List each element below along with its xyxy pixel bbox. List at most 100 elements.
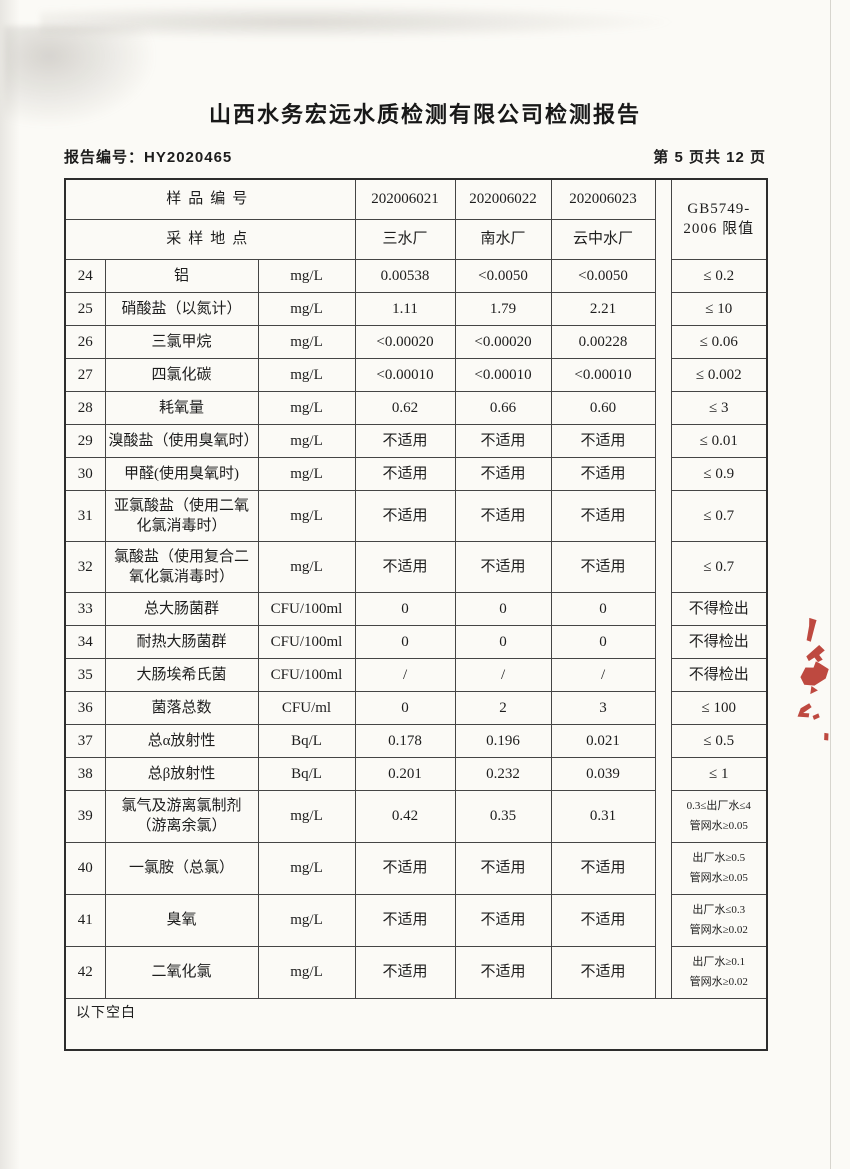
value-cell-sample2: 0.232 — [454, 756, 552, 791]
report-number-value: HY2020465 — [144, 149, 233, 166]
value-cell-sample2: 不适用 — [454, 423, 552, 458]
limit-cell: ≤ 0.7 — [670, 540, 768, 593]
limit-cell: 出厂水≥0.5 管网水≥0.05 — [670, 841, 768, 895]
item-name-cell: 总β放射性 — [104, 756, 259, 791]
unit-cell: mg/L — [257, 540, 356, 593]
limit-cell: ≤ 0.01 — [670, 423, 768, 458]
limit-line1: ≤ 0.7 — [703, 558, 735, 575]
value-cell-sample2: / — [454, 657, 552, 692]
value-cell-sample3: 不适用 — [550, 423, 656, 458]
red-stamp-fragment — [797, 617, 829, 741]
sample-id-cell: 202006023 — [550, 178, 656, 220]
value-cell-sample3: <0.0050 — [550, 258, 656, 293]
item-name-cell: 菌落总数 — [104, 690, 259, 725]
value-cell-sample2: 不适用 — [454, 945, 552, 999]
value-cell-sample1: <0.00020 — [354, 324, 456, 359]
item-name-cell: 一氯胺（总氯） — [104, 841, 259, 895]
unit-cell: mg/L — [257, 390, 356, 425]
limit-line1: 不得检出 — [688, 666, 749, 683]
value-cell-sample1: 0 — [354, 690, 456, 725]
item-name-cell: 二氧化氯 — [104, 945, 259, 999]
limit-cell: ≤ 0.5 — [670, 723, 768, 758]
report-title: 山西水务宏远水质检测有限公司检测报告 — [208, 102, 641, 127]
value-cell-sample3: 0.31 — [550, 789, 656, 843]
item-name-cell: 耐热大肠菌群 — [104, 624, 259, 659]
table-row: 37 总α放射性 Bq/L 0.178 0.196 0.021 ≤ 0.5 — [64, 723, 768, 758]
limit-cell: 不得检出 — [670, 657, 768, 692]
table-row: 42 二氧化氯 mg/L 不适用 不适用 不适用 出厂水≥0.1 管网水≥0.02 — [64, 945, 768, 999]
table-row: 36 菌落总数 CFU/ml 0 2 3 ≤ 100 — [64, 690, 768, 725]
item-name-cell: 总α放射性 — [104, 723, 259, 758]
value-cell-sample3: 0.021 — [550, 723, 656, 758]
limit-line1: ≤ 0.9 — [703, 465, 735, 482]
item-name-cell: 氯酸盐（使用复合二氧化氯消毒时） — [104, 540, 259, 593]
value-cell-sample1: <0.00010 — [354, 357, 456, 392]
value-cell-sample1: 不适用 — [354, 893, 456, 947]
value-cell-sample3: 不适用 — [550, 540, 656, 593]
value-cell-sample3: 0 — [550, 591, 656, 626]
table-row: 35 大肠埃希氏菌 CFU/100ml / / / 不得检出 — [64, 657, 768, 692]
unit-cell: mg/L — [257, 489, 356, 542]
limit-line2: 管网水≥0.05 — [689, 872, 748, 884]
location-cell: 南水厂 — [454, 218, 552, 260]
unit-cell: mg/L — [257, 789, 356, 843]
unit-cell: Bq/L — [257, 723, 356, 758]
limit-header-cell: GB5749- 2006 限值 — [670, 178, 768, 260]
row-number-cell: 35 — [64, 657, 106, 692]
value-cell-sample2: <0.00020 — [454, 324, 552, 359]
limit-line1: ≤ 0.7 — [703, 507, 735, 524]
limit-cell: ≤ 1 — [670, 756, 768, 791]
unit-cell: mg/L — [257, 423, 356, 458]
report-meta: 报告编号：HY2020465 第 5 页共 12 页 — [64, 146, 766, 167]
limit-line1: ≤ 0.01 — [699, 432, 738, 449]
location-label-cell: 采样地点 — [64, 218, 356, 260]
value-cell-sample1: 不适用 — [354, 540, 456, 593]
item-name-cell: 耗氧量 — [104, 390, 259, 425]
limit-line1: ≤ 10 — [705, 300, 733, 317]
limit-cell: 0.3≤出厂水≤4 管网水≥0.05 — [670, 789, 768, 843]
table-row: 33 总大肠菌群 CFU/100ml 0 0 0 不得检出 — [64, 591, 768, 626]
item-name-cell: 大肠埃希氏菌 — [104, 657, 259, 692]
value-cell-sample1: 不适用 — [354, 423, 456, 458]
sample-id-label-cell: 样品编号 — [64, 178, 356, 220]
page-indicator: 第 5 页共 12 页 — [653, 149, 766, 166]
unit-cell: mg/L — [257, 456, 356, 491]
limit-line1: ≤ 0.002 — [695, 366, 742, 383]
row-number-cell: 28 — [64, 390, 106, 425]
row-number-cell: 33 — [64, 591, 106, 626]
value-cell-sample3: 0 — [550, 624, 656, 659]
row-number-cell: 38 — [64, 756, 106, 791]
value-cell-sample1: 0.00538 — [354, 258, 456, 293]
blank-note: 以下空白 — [64, 997, 768, 1051]
row-number-cell: 40 — [64, 841, 106, 895]
unit-cell: mg/L — [257, 945, 356, 999]
limit-cell: 不得检出 — [670, 624, 768, 659]
row-number-cell: 25 — [64, 291, 106, 326]
value-cell-sample3: 2.21 — [550, 291, 656, 326]
table-row: 32 氯酸盐（使用复合二氧化氯消毒时） mg/L 不适用 不适用 不适用 ≤ 0… — [64, 540, 768, 593]
sample-id-cell: 202006022 — [454, 178, 552, 220]
header-row-location: 采样地点 三水厂 南水厂 云中水厂 — [64, 218, 767, 260]
table-row: 26 三氯甲烷 mg/L <0.00020 <0.00020 0.00228 ≤… — [64, 324, 768, 359]
limit-header-line1: GB5749- — [687, 201, 751, 218]
scan-edge-shadow — [0, 0, 20, 1169]
row-number-cell: 41 — [64, 893, 106, 947]
row-number-cell: 31 — [64, 489, 106, 542]
value-cell-sample2: 2 — [454, 690, 552, 725]
limit-line1: 不得检出 — [688, 633, 749, 650]
limit-cell: 出厂水≤0.3 管网水≥0.02 — [670, 893, 768, 947]
unit-cell: mg/L — [257, 841, 356, 895]
value-cell-sample1: 不适用 — [354, 456, 456, 491]
results-table-body: 样品编号 202006021 202006022 202006023 GB574… — [64, 178, 768, 1051]
value-cell-sample1: 0.201 — [354, 756, 456, 791]
limit-line1: ≤ 1 — [709, 765, 729, 782]
limit-line1: ≤ 100 — [701, 699, 737, 716]
unit-cell: CFU/100ml — [257, 591, 356, 626]
item-name-cell: 总大肠菌群 — [104, 591, 259, 626]
item-name-cell: 硝酸盐（以氮计） — [104, 291, 259, 326]
table-row: 39 氯气及游离氯制剂（游离余氯） mg/L 0.42 0.35 0.31 0.… — [64, 789, 768, 843]
value-cell-sample3: 0.039 — [550, 756, 656, 791]
value-cell-sample1: 0.42 — [354, 789, 456, 843]
table-row: 38 总β放射性 Bq/L 0.201 0.232 0.039 ≤ 1 — [64, 756, 768, 791]
